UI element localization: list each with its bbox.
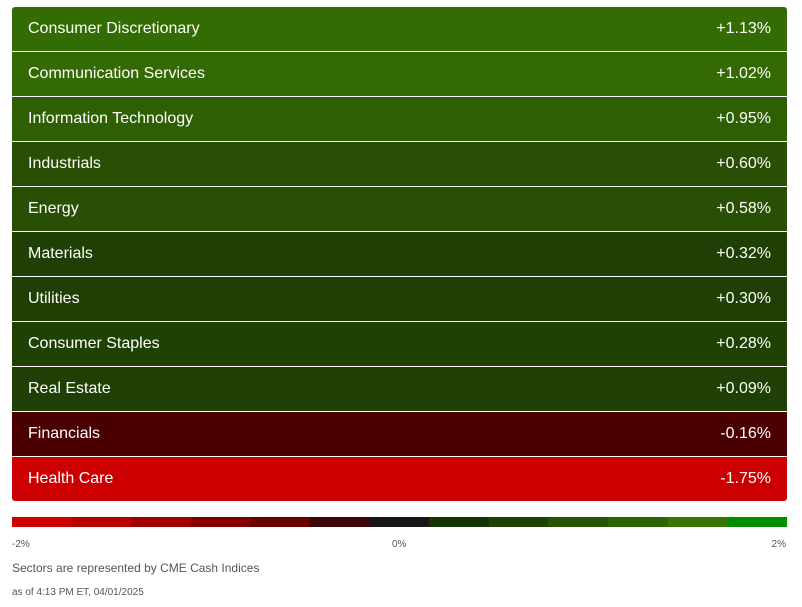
- sector-change: -0.16%: [720, 425, 771, 442]
- sector-name: Consumer Staples: [28, 335, 160, 352]
- scale-segment: [608, 517, 668, 527]
- sector-change: +1.13%: [716, 20, 771, 37]
- scale-max-label: 2%: [771, 539, 786, 550]
- scale-segment: [131, 517, 191, 527]
- sector-row[interactable]: Information Technology +0.95%: [12, 97, 787, 142]
- sector-row[interactable]: Consumer Discretionary +1.13%: [12, 7, 787, 52]
- scale-segment: [548, 517, 609, 527]
- sector-heatmap: Consumer Discretionary +1.13% Communicatio…: [12, 7, 787, 501]
- sector-row[interactable]: Health Care -1.75%: [12, 457, 787, 501]
- color-scale-bar: [12, 517, 787, 527]
- scale-segment: [190, 517, 251, 527]
- timestamp: as of 4:13 PM ET, 04/01/2025: [12, 587, 144, 598]
- sector-name: Industrials: [28, 155, 101, 172]
- sector-name: Utilities: [28, 290, 80, 307]
- sector-name: Consumer Discretionary: [28, 20, 200, 37]
- scale-segment: [71, 517, 132, 527]
- scale-segment: [369, 517, 430, 527]
- sector-row[interactable]: Consumer Staples +0.28%: [12, 322, 787, 367]
- sector-change: +0.28%: [716, 335, 771, 352]
- sector-row[interactable]: Energy +0.58%: [12, 187, 787, 232]
- sector-change: -1.75%: [720, 470, 771, 487]
- scale-segment: [429, 517, 489, 527]
- sector-change: +1.02%: [716, 65, 771, 82]
- scale-segment: [667, 517, 728, 527]
- sector-change: +0.95%: [716, 110, 771, 127]
- sector-name: Materials: [28, 245, 93, 262]
- sector-change: +0.58%: [716, 200, 771, 217]
- sector-row[interactable]: Materials +0.32%: [12, 232, 787, 277]
- scale-segment: [12, 517, 72, 527]
- scale-segment: [727, 517, 787, 527]
- sector-name: Information Technology: [28, 110, 194, 127]
- scale-segment: [488, 517, 549, 527]
- footnote: Sectors are represented by CME Cash Indi…: [12, 561, 260, 575]
- sector-change: +0.09%: [716, 380, 771, 397]
- sector-change: +0.32%: [716, 245, 771, 262]
- sector-name: Health Care: [28, 470, 114, 487]
- scale-segment: [310, 517, 370, 527]
- scale-min-label: -2%: [12, 539, 30, 550]
- scale-segment: [250, 517, 311, 527]
- sector-row[interactable]: Utilities +0.30%: [12, 277, 787, 322]
- sector-row[interactable]: Industrials +0.60%: [12, 142, 787, 187]
- sector-change: +0.30%: [716, 290, 771, 307]
- sector-name: Real Estate: [28, 380, 111, 397]
- scale-mid-label: 0%: [392, 539, 407, 550]
- sector-row[interactable]: Financials -0.16%: [12, 412, 787, 457]
- sector-name: Energy: [28, 200, 79, 217]
- sector-row[interactable]: Communication Services +1.02%: [12, 52, 787, 97]
- sector-change: +0.60%: [716, 155, 771, 172]
- sector-name: Communication Services: [28, 65, 205, 82]
- sector-name: Financials: [28, 425, 101, 442]
- sector-row[interactable]: Real Estate +0.09%: [12, 367, 787, 412]
